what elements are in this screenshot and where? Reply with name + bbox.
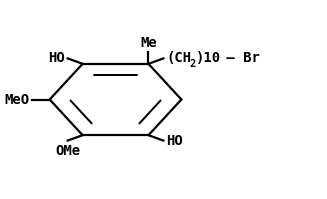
Text: HO: HO [48,51,65,65]
Text: (CH: (CH [166,51,191,65]
Text: MeO: MeO [5,93,30,106]
Text: HO: HO [166,134,183,148]
Text: OMe: OMe [55,143,80,158]
Text: )10: )10 [196,51,221,65]
Text: — Br: — Br [218,51,260,65]
Text: 2: 2 [189,59,196,69]
Text: Me: Me [140,36,157,50]
